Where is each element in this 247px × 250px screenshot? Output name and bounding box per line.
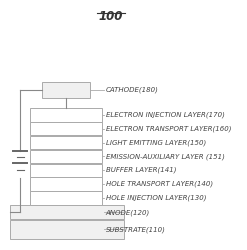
Bar	[30, 150, 102, 163]
Text: ELECTRON TRANSPORT LAYER(160): ELECTRON TRANSPORT LAYER(160)	[105, 126, 231, 132]
Bar	[30, 122, 102, 136]
Text: HOLE INJECTION LAYER(130): HOLE INJECTION LAYER(130)	[105, 195, 206, 201]
Bar	[10, 205, 124, 220]
Text: ELECTRON INJECTION LAYER(170): ELECTRON INJECTION LAYER(170)	[105, 112, 224, 118]
Text: CATHODE(180): CATHODE(180)	[105, 86, 158, 93]
Bar	[30, 136, 102, 149]
Bar	[30, 178, 102, 191]
Text: BUFFER LAYER(141): BUFFER LAYER(141)	[105, 167, 176, 173]
Text: EMISSION-AUXILIARY LAYER (151): EMISSION-AUXILIARY LAYER (151)	[105, 153, 224, 160]
Text: LIGHT EMITTING LAYER(150): LIGHT EMITTING LAYER(150)	[105, 139, 206, 146]
Bar	[30, 108, 102, 122]
Bar	[30, 164, 102, 177]
Text: 100: 100	[99, 10, 123, 23]
Text: ANODE(120): ANODE(120)	[105, 209, 150, 216]
Text: SUBSTRATE(110): SUBSTRATE(110)	[105, 226, 165, 233]
Bar	[10, 220, 124, 239]
Bar	[42, 82, 90, 98]
Text: HOLE TRANSPORT LAYER(140): HOLE TRANSPORT LAYER(140)	[105, 181, 213, 187]
Bar	[30, 191, 102, 204]
